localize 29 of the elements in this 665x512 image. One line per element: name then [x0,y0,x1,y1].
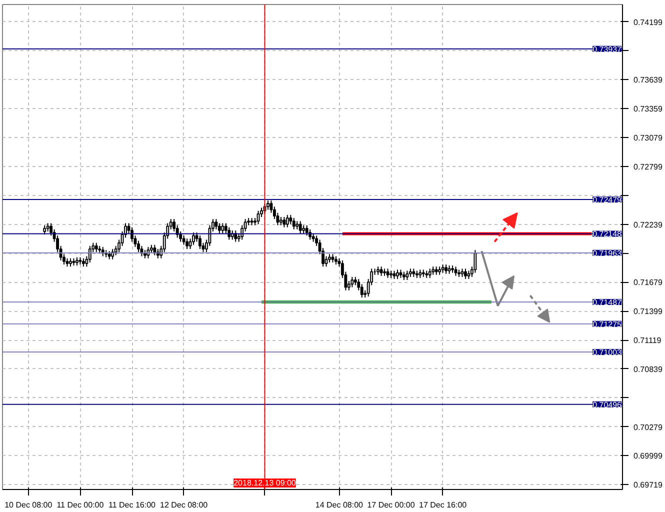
y-tick-label: 0.71119 [634,336,662,346]
x-tick-label: 17 Dec 00:00 [367,500,416,510]
ref-line-label: 0.70496 [592,400,622,410]
y-tick-label: 0.69719 [634,480,663,490]
y-tick-label: 0.73359 [634,104,663,114]
y-tick-label: 0.71679 [634,278,663,288]
x-tick-label: 11 Dec 16:00 [108,500,156,510]
y-tick-label: 0.71399 [634,307,663,316]
y-tick-label: 0.72239 [634,220,663,230]
ref-line-label: 0.73937 [592,44,622,54]
y-tick-label: 0.72799 [634,162,663,172]
ref-line-label: 0.71003 [592,348,622,358]
y-tick-label: 0.70839 [634,364,663,374]
ref-line-label: 0.71275 [592,320,622,329]
x-tick-label: 12 Dec 08:00 [160,500,208,510]
ref-line-label: 0.71963 [592,248,622,258]
x-tick-label: 10 Dec 08:00 [4,500,53,510]
y-tick-label: 0.73079 [634,134,663,143]
y-tick-label: 0.69999 [634,452,663,461]
x-tick-label: 2018.12.13 09:00 [234,478,296,488]
y-tick-label: 0.70279 [634,422,663,432]
x-tick-label: 14 Dec 08:00 [315,500,364,510]
ref-line-label: 0.71487 [592,298,622,308]
ref-line-label: 0.72479 [592,196,622,205]
x-tick-label: 17 Dec 16:00 [419,500,468,510]
y-tick-label: 0.73639 [634,76,663,85]
x-tick-label: 11 Dec 00:00 [56,500,104,510]
y-tick-label: 0.74199 [634,18,663,27]
ref-line-label: 0.72148 [592,230,622,239]
